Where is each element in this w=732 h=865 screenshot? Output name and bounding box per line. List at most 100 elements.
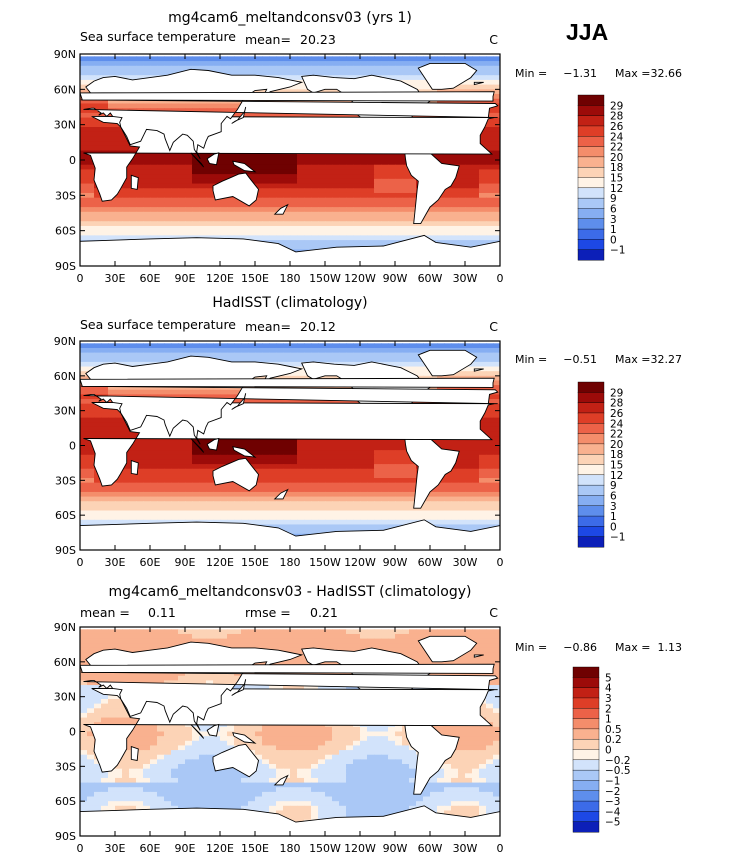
colorbar-label: −4 (605, 806, 621, 818)
y-tick-label: 30S (55, 189, 76, 202)
colorbar-swatch (577, 392, 605, 404)
colorbar-label: 9 (610, 480, 617, 492)
colorbar-label: 26 (610, 121, 624, 133)
max-value: 32.27 (651, 353, 683, 366)
variable-label: Sea surface temperature (80, 29, 236, 44)
x-tick-label: 0 (77, 272, 84, 285)
colorbar-label: 28 (610, 111, 623, 123)
colorbar-label: 5 (605, 672, 612, 684)
y-tick-label: 90S (55, 830, 76, 843)
y-tick-label: 30N (54, 691, 76, 704)
colorbar-label: 20 (610, 152, 623, 164)
colorbar-label: 0.2 (605, 734, 622, 746)
colorbar-label: 1 (610, 224, 617, 236)
panel-title: mg4cam6_meltandconsv03 (yrs 1) (168, 10, 412, 26)
colorbar-label: 18 (610, 162, 623, 174)
y-tick-label: 0 (69, 726, 76, 739)
min-value: −1.31 (563, 67, 597, 80)
x-tick-label: 60E (140, 842, 161, 855)
rmse-value: 0.21 (310, 605, 338, 620)
colorbar-label: 26 (610, 408, 624, 420)
colorbar-swatch (572, 780, 600, 792)
x-tick-label: 150W (309, 272, 341, 285)
y-tick-label: 60S (55, 795, 76, 808)
colorbar-swatch (577, 412, 605, 424)
mean-label: mean= (245, 319, 291, 334)
x-tick-label: 0 (497, 842, 504, 855)
colorbar-label: 24 (610, 131, 624, 143)
colorbar-label: −1 (610, 532, 625, 544)
x-tick-label: 0 (77, 842, 84, 855)
sst-map: 0 30E 60E 90E 120E 150E 180 150W 120W 90W 60W 30W 09… (54, 335, 504, 569)
y-tick-label: 0 (69, 440, 76, 453)
x-tick-label: 180 (280, 842, 301, 855)
y-tick-label: 30N (54, 405, 76, 418)
colorbar-swatch (577, 125, 605, 137)
x-tick-label: 120W (344, 272, 376, 285)
continents (80, 62, 500, 266)
x-tick-label: 60W (418, 842, 443, 855)
colorbar-label: 15 (610, 460, 623, 472)
colorbar-swatch (572, 800, 600, 812)
colorbar-swatch (577, 515, 605, 527)
colorbar-label: 24 (610, 418, 624, 430)
colorbar-swatch (577, 484, 605, 496)
colorbar-label: 4 (605, 683, 612, 695)
colorbar-label: 12 (610, 470, 623, 482)
colorbar-swatch (572, 738, 600, 751)
colorbar-label: 3 (610, 214, 617, 226)
colorbar-swatch (572, 811, 600, 823)
y-tick-label: 60N (54, 370, 76, 383)
panel-model: mg4cam6_meltandconsv03 (yrs 1) Sea surfa… (54, 10, 682, 285)
colorbar-swatch (577, 156, 605, 168)
colorbar-label: −1 (610, 245, 625, 257)
colorbar-swatch (577, 423, 605, 435)
difference-map: 0 30E 60E 90E 120E 150E 180 150W 120W 90W 60W 30W 09… (54, 621, 504, 855)
colorbar-label: −5 (605, 817, 620, 829)
max-value: 1.13 (658, 641, 683, 654)
x-tick-label: 0 (77, 556, 84, 569)
colorbar-swatch (577, 495, 605, 507)
x-tick-label: 120W (344, 842, 376, 855)
y-tick-label: 30N (54, 119, 76, 132)
max-label: Max = (615, 353, 650, 366)
colorbar-label: 22 (610, 142, 623, 154)
colorbar-swatch (577, 249, 605, 261)
colorbar-label: 20 (610, 439, 623, 451)
y-tick-label: 90N (54, 48, 76, 61)
colorbar-swatch (577, 208, 605, 220)
colorbar-swatch (572, 790, 600, 802)
colorbar-label: 22 (610, 429, 623, 441)
y-tick-label: 60S (55, 225, 76, 238)
x-tick-label: 0 (497, 272, 504, 285)
colorbar-label: 0 (610, 234, 617, 246)
colorbar-label: 6 (610, 203, 617, 215)
max-value: 32.66 (651, 67, 683, 80)
min-value: −0.86 (563, 641, 597, 654)
colorbar-label: −2 (605, 786, 620, 798)
colorbar-swatch (577, 453, 605, 466)
x-tick-label: 180 (280, 272, 301, 285)
rmse-label: rmse = (245, 605, 291, 620)
panel-title: HadISST (climatology) (212, 295, 367, 311)
x-tick-label: 30E (105, 556, 126, 569)
x-tick-label: 180 (280, 556, 301, 569)
colorbar-swatch (572, 687, 600, 699)
colorbar-label: 9 (610, 193, 617, 205)
colorbar-swatch (577, 218, 605, 230)
x-tick-label: 0 (497, 556, 504, 569)
colorbar-swatch (577, 187, 605, 199)
colorbar-swatch (577, 197, 605, 209)
x-tick-label: 90E (175, 556, 196, 569)
colorbar-swatch (577, 526, 605, 538)
x-tick-label: 90W (383, 556, 408, 569)
x-tick-label: 150E (241, 842, 269, 855)
colorbar-label: 0 (610, 521, 617, 533)
y-tick-label: 60N (54, 83, 76, 96)
colorbar-swatch (572, 697, 600, 709)
colorbar-label: −1 (605, 775, 620, 787)
colorbar-swatch (577, 228, 605, 240)
x-tick-label: 90E (175, 272, 196, 285)
